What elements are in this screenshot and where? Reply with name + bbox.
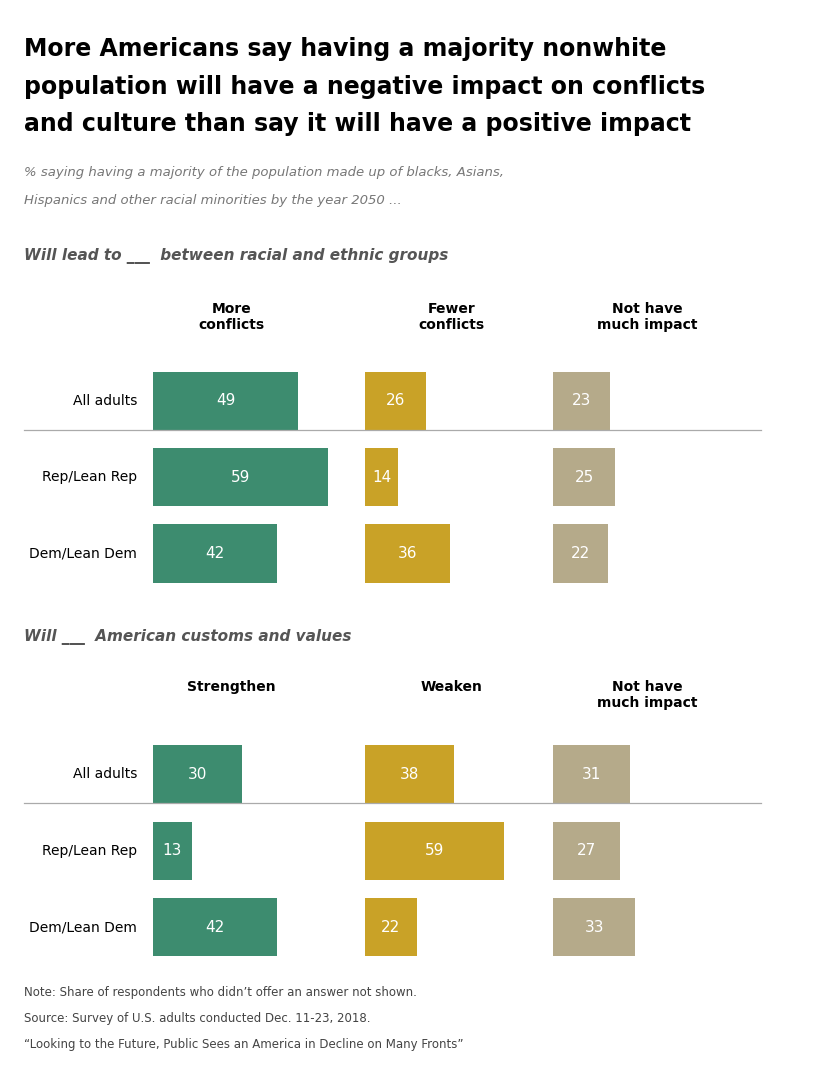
FancyBboxPatch shape: [553, 448, 614, 506]
Text: Source: Survey of U.S. adults conducted Dec. 11-23, 2018.: Source: Survey of U.S. adults conducted …: [23, 1012, 370, 1025]
FancyBboxPatch shape: [153, 448, 327, 506]
Text: Will lead to ___  between racial and ethnic groups: Will lead to ___ between racial and ethn…: [23, 248, 447, 264]
FancyBboxPatch shape: [153, 822, 191, 880]
Text: “Looking to the Future, Public Sees an America in Decline on Many Fronts”: “Looking to the Future, Public Sees an A…: [23, 1038, 462, 1051]
Text: All adults: All adults: [73, 394, 137, 408]
Text: Fewer
conflicts: Fewer conflicts: [418, 302, 484, 332]
FancyBboxPatch shape: [553, 371, 609, 430]
Text: 38: 38: [400, 767, 419, 782]
Text: 25: 25: [574, 470, 594, 485]
Text: 36: 36: [397, 546, 416, 561]
Text: Dem/Lean Dem: Dem/Lean Dem: [29, 547, 137, 561]
FancyBboxPatch shape: [364, 898, 416, 957]
Text: More Americans say having a majority nonwhite: More Americans say having a majority non…: [23, 37, 665, 61]
Text: 59: 59: [231, 470, 250, 485]
Text: 42: 42: [206, 919, 225, 934]
FancyBboxPatch shape: [553, 746, 630, 804]
Text: 23: 23: [572, 393, 591, 408]
Text: More
conflicts: More conflicts: [198, 302, 264, 332]
Text: 42: 42: [206, 546, 225, 561]
Text: 13: 13: [162, 843, 181, 858]
FancyBboxPatch shape: [153, 524, 277, 582]
Text: 22: 22: [570, 546, 589, 561]
FancyBboxPatch shape: [364, 746, 454, 804]
Text: 22: 22: [381, 919, 400, 934]
FancyBboxPatch shape: [364, 822, 503, 880]
Text: population will have a negative impact on conflicts: population will have a negative impact o…: [23, 75, 704, 98]
Text: Not have
much impact: Not have much impact: [597, 681, 697, 710]
Text: Rep/Lean Rep: Rep/Lean Rep: [42, 844, 137, 858]
Text: Note: Share of respondents who didn’t offer an answer not shown.: Note: Share of respondents who didn’t of…: [23, 985, 416, 998]
Text: 33: 33: [584, 919, 604, 934]
Text: 30: 30: [187, 767, 206, 782]
Text: 49: 49: [216, 393, 235, 408]
FancyBboxPatch shape: [364, 448, 397, 506]
Text: 26: 26: [385, 393, 405, 408]
FancyBboxPatch shape: [153, 371, 298, 430]
FancyBboxPatch shape: [153, 898, 277, 957]
Text: and culture than say it will have a positive impact: and culture than say it will have a posi…: [23, 111, 690, 136]
Text: % saying having a majority of the population made up of blacks, Asians,: % saying having a majority of the popula…: [23, 166, 503, 179]
FancyBboxPatch shape: [153, 746, 242, 804]
Text: Weaken: Weaken: [420, 681, 482, 694]
Text: 27: 27: [577, 843, 596, 858]
Text: Strengthen: Strengthen: [187, 681, 276, 694]
Text: Dem/Lean Dem: Dem/Lean Dem: [29, 920, 137, 934]
Text: 14: 14: [371, 470, 390, 485]
FancyBboxPatch shape: [364, 524, 449, 582]
Text: All adults: All adults: [73, 767, 137, 781]
FancyBboxPatch shape: [553, 822, 619, 880]
Text: Rep/Lean Rep: Rep/Lean Rep: [42, 470, 137, 484]
FancyBboxPatch shape: [364, 371, 426, 430]
Text: Not have
much impact: Not have much impact: [597, 302, 697, 332]
Text: Hispanics and other racial minorities by the year 2050 ...: Hispanics and other racial minorities by…: [23, 194, 400, 207]
Text: 31: 31: [581, 767, 601, 782]
Text: 59: 59: [425, 843, 444, 858]
FancyBboxPatch shape: [553, 898, 635, 957]
Text: Will ___  American customs and values: Will ___ American customs and values: [23, 629, 350, 645]
FancyBboxPatch shape: [553, 524, 607, 582]
